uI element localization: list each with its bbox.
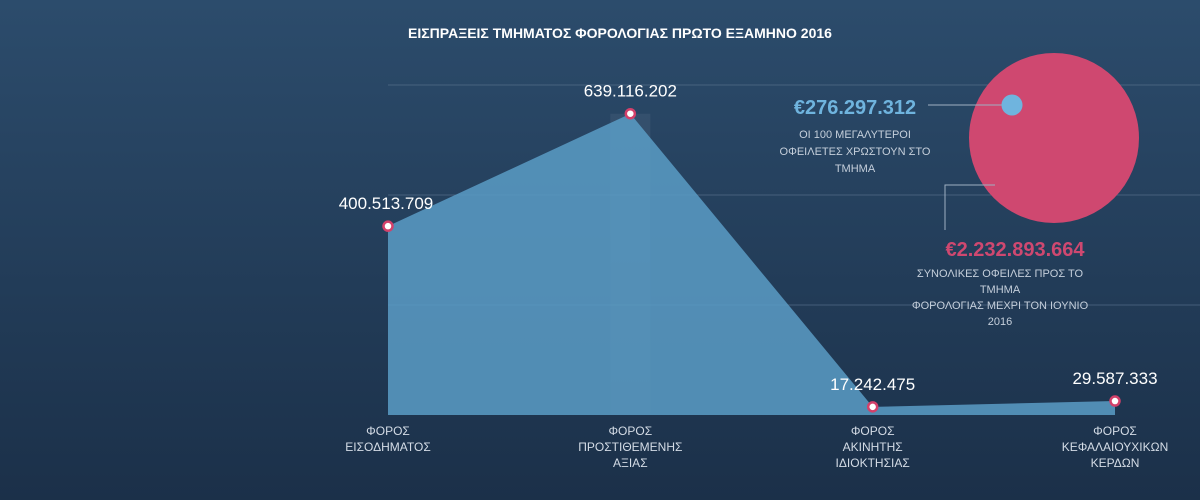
marker	[1109, 395, 1121, 407]
value-label: 639.116.202	[584, 82, 677, 101]
value-label: 400.513.709	[339, 194, 434, 213]
x-tick-label: ΦΟΡΟΣ ΕΙΣΟΔΗΜΑΤΟΣ	[345, 424, 431, 454]
area	[388, 113, 1115, 415]
connector	[944, 184, 995, 230]
value-label: 29.587.333	[1072, 369, 1157, 388]
marker	[382, 220, 394, 232]
bubble	[1001, 94, 1023, 116]
bubble	[969, 53, 1139, 223]
bubble-caption: ΣΥΝΟΛΙΚΕΣ ΟΦΕΙΛΕΣ ΠΡΟΣ ΤΟ ΤΜΗΜΑ ΦΟΡΟΛΟΓΙ…	[911, 268, 1089, 328]
x-tick-label: ΦΟΡΟΣ ΚΕΦΑΛΑΙΟΥΧΙΚΩΝ ΚΕΡΔΩΝ	[1061, 424, 1169, 470]
x-tick-label: ΦΟΡΟΣ ΑΚΙΝΗΤΗΣ ΙΔΙΟΚΤΗΣΙΑΣ	[835, 424, 910, 470]
bubble-value-label: €276.297.312	[794, 97, 916, 119]
marker	[866, 401, 879, 413]
marker	[624, 107, 637, 120]
bubble-caption: ΟΙ 100 ΜΕΓΑΛΥΤΕΡΟΙ ΟΦΕΙΛΕΤΕΣ ΧΡΩΣΤΟΥΝ ΣΤ…	[779, 129, 931, 175]
x-tick-label: ΦΟΡΟΣ ΠΡΟΣΤΙΘΕΜΕΝΗΣ ΑΞΙΑΣ	[578, 424, 683, 470]
value-label: 17.242.475	[830, 375, 915, 394]
bubble-value-label: €2.232.893.664	[945, 239, 1085, 261]
chart-title: ΕΙΣΠΡΑΞΕΙΣ ΤΜΗΜΑΤΟΣ ΦΟΡΟΛΟΓΙΑΣ ΠΡΩΤΟ ΕΞΑ…	[408, 25, 832, 41]
